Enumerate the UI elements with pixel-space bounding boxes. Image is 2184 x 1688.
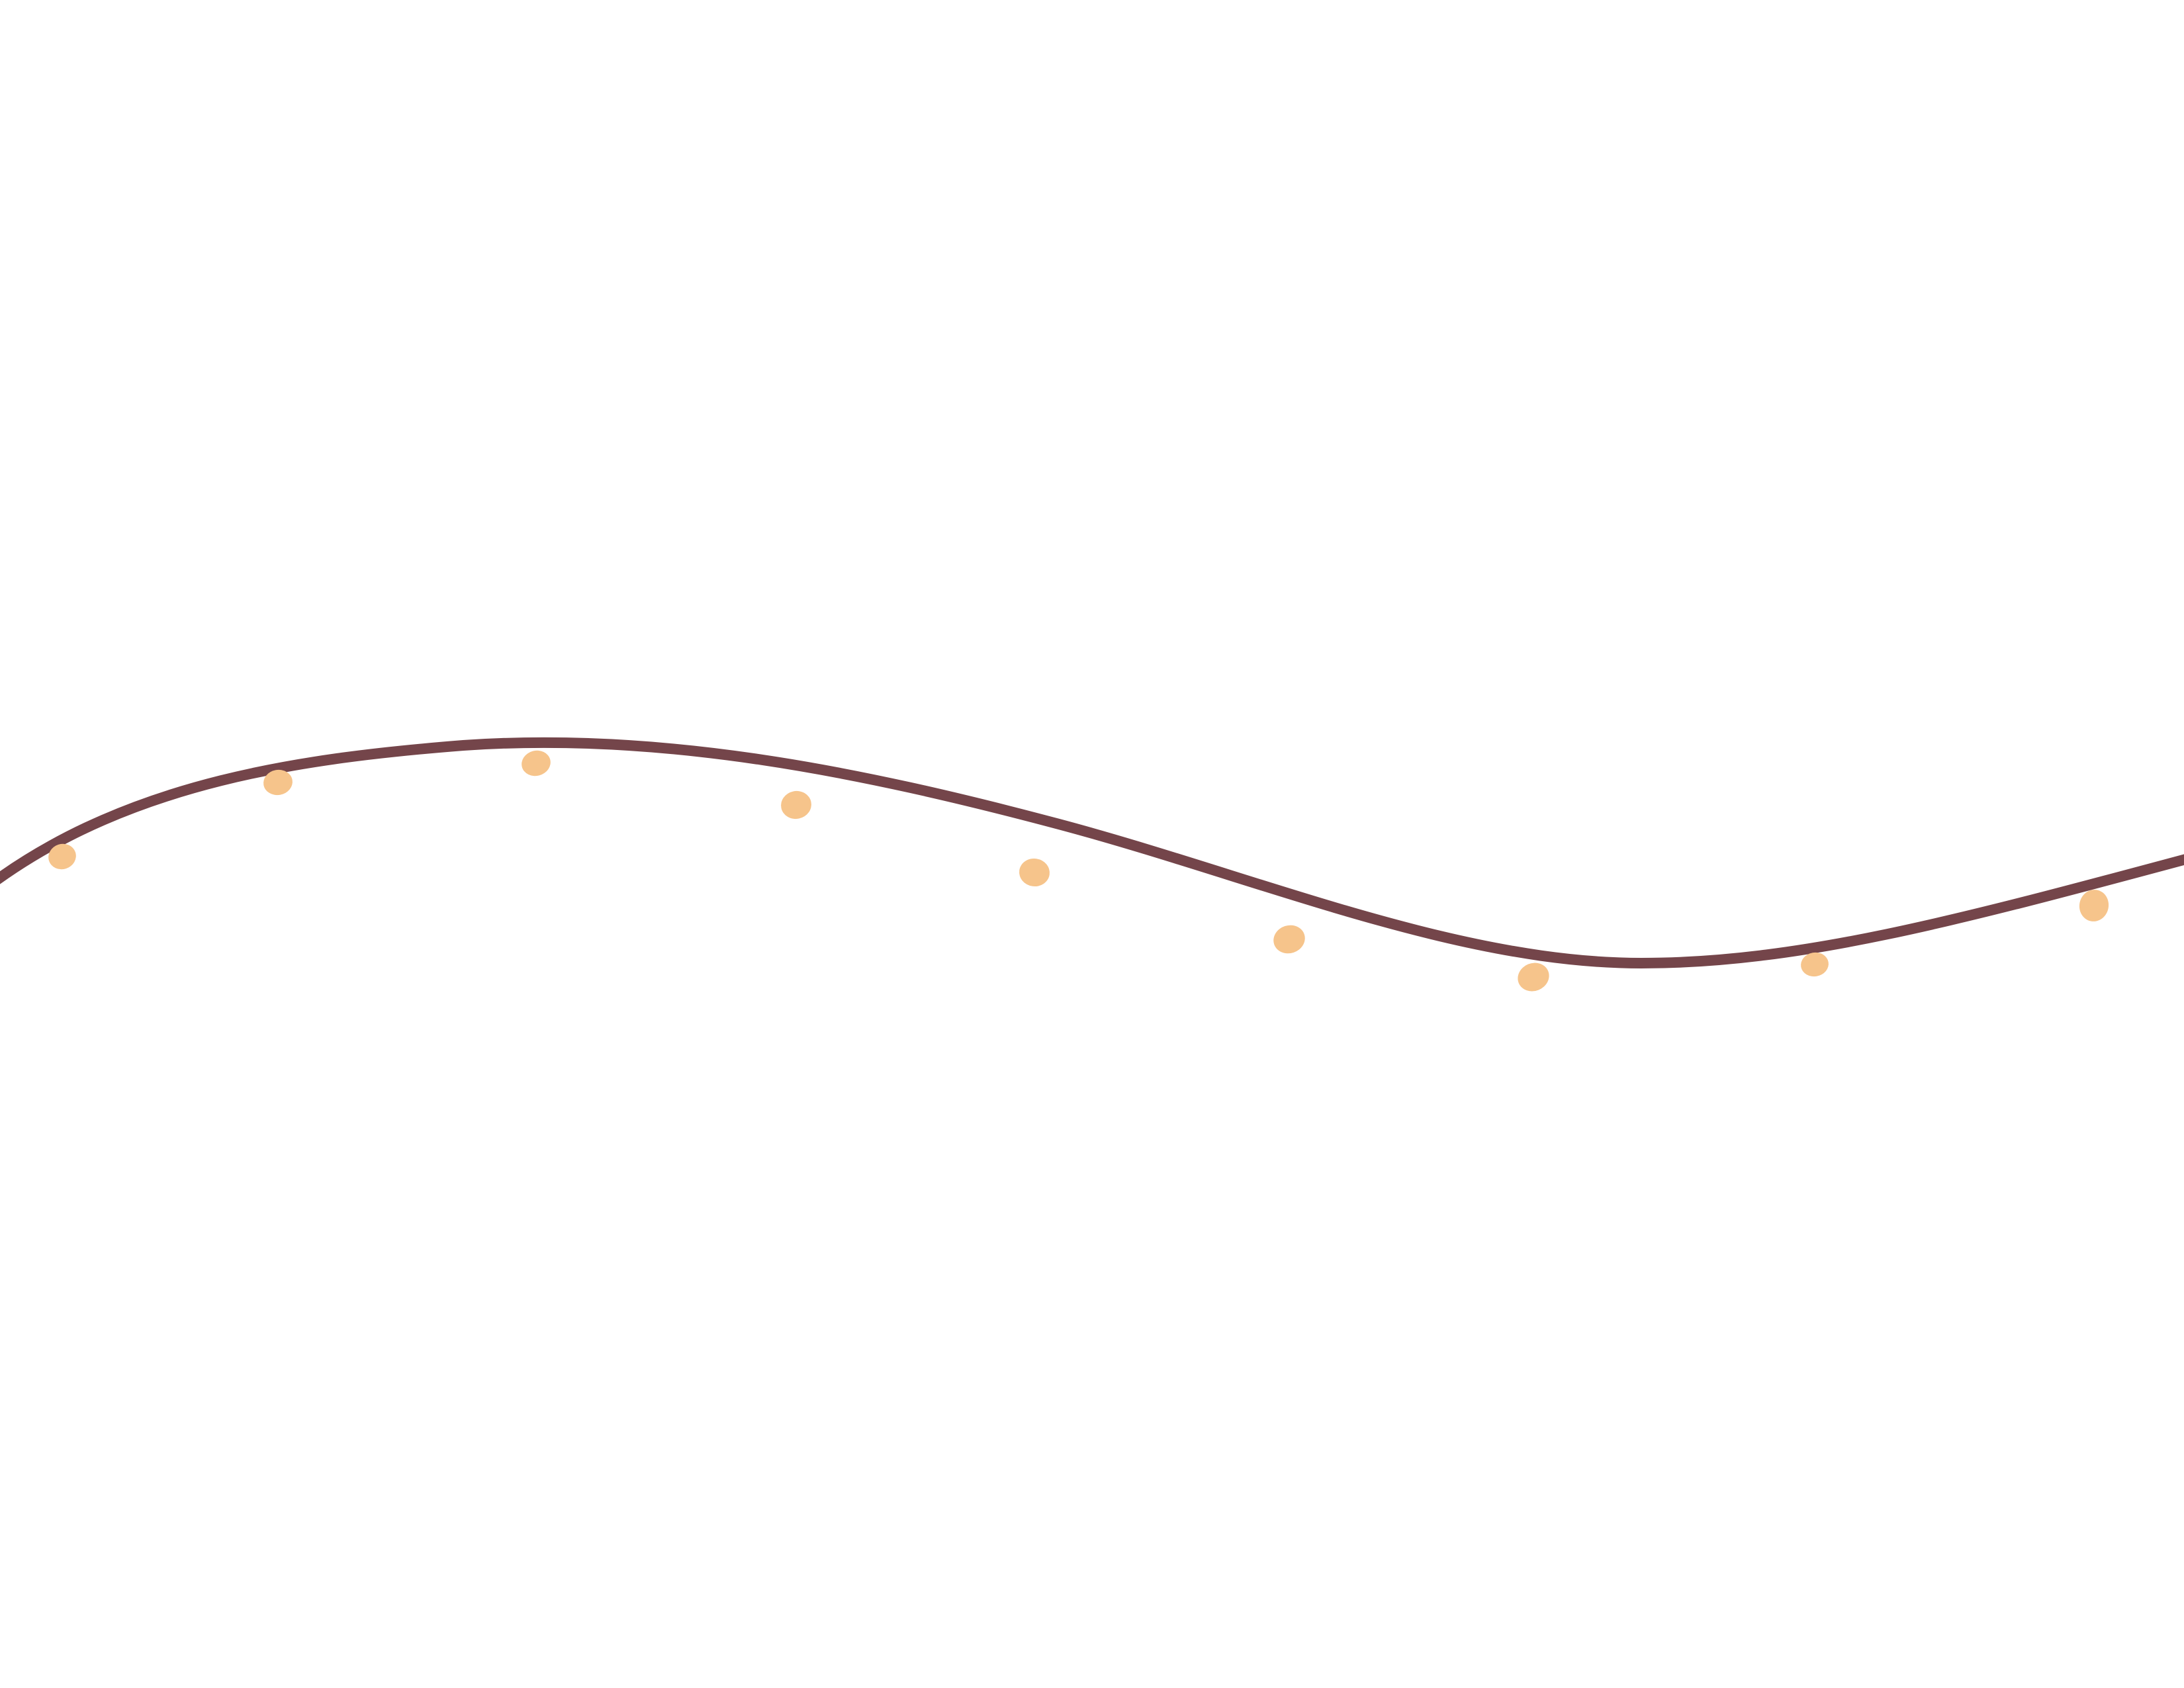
bulb-group	[48, 750, 2109, 992]
light-bulb	[781, 790, 811, 820]
light-string-wire	[0, 737, 2184, 969]
light-bulb	[522, 750, 551, 776]
light-bulb	[1801, 952, 1829, 977]
light-bulb	[48, 843, 76, 870]
light-bulb	[1019, 858, 1050, 887]
light-bulb	[2079, 890, 2109, 921]
light-bulb	[1518, 962, 1549, 992]
light-bulb	[1273, 925, 1305, 954]
light-bulb	[263, 769, 293, 796]
